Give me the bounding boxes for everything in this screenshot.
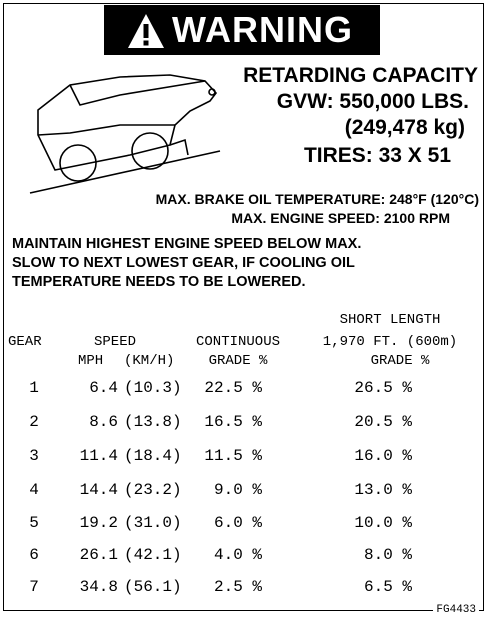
short-grade-cell: 13.0 % [354, 481, 412, 499]
mph-cell: 14.4 [80, 481, 118, 499]
gear-cell: 7 [29, 578, 39, 596]
column-header: CONTINUOUS [196, 334, 280, 350]
gvw: GVW: 550,000 LBS. [277, 90, 469, 114]
kmh-cell: (56.1) [124, 578, 182, 596]
continuous-grade-cell: 4.0 % [214, 546, 262, 564]
mph-cell: 11.4 [80, 447, 118, 465]
kmh-cell: (10.3) [124, 379, 182, 397]
figure-code: FG4433 [433, 604, 479, 616]
kmh-cell: (13.8) [124, 413, 182, 431]
brake-oil-temp: MAX. BRAKE OIL TEMPERATURE: 248°F (120°C… [156, 191, 479, 207]
short-grade-cell: 6.5 % [364, 578, 412, 596]
gear-cell: 3 [29, 447, 39, 465]
warning-title: WARNING [172, 9, 353, 51]
warning-banner: WARNING [104, 5, 380, 55]
gvw-metric: (249,478 kg) [345, 116, 465, 140]
column-header: 1,970 FT. (600m) [323, 334, 457, 350]
short-grade-cell: 16.0 % [354, 447, 412, 465]
gear-cell: 4 [29, 481, 39, 499]
kmh-cell: (31.0) [124, 514, 182, 532]
continuous-grade-cell: 9.0 % [214, 481, 262, 499]
kmh-cell: (18.4) [124, 447, 182, 465]
mph-cell: 34.8 [80, 578, 118, 596]
column-header: SHORT LENGTH [340, 312, 441, 328]
short-grade-cell: 20.5 % [354, 413, 412, 431]
continuous-grade-cell: 11.5 % [204, 447, 262, 465]
tires: TIRES: 33 X 51 [304, 144, 451, 168]
instruction-line: TEMPERATURE NEEDS TO BE LOWERED. [12, 274, 306, 290]
instruction-line: SLOW TO NEXT LOWEST GEAR, IF COOLING OIL [12, 255, 355, 271]
engine-speed: MAX. ENGINE SPEED: 2100 RPM [231, 210, 450, 226]
gear-cell: 2 [29, 413, 39, 431]
column-header: (KM/H) [124, 353, 174, 369]
mph-cell: 8.6 [89, 413, 118, 431]
column-header: GRADE % [209, 353, 268, 369]
gear-cell: 6 [29, 546, 39, 564]
warning-label: WARNING RETARDING CAPACITY GVW: 550,000 … [0, 0, 487, 618]
truck-drawing [10, 55, 240, 205]
gear-cell: 1 [29, 379, 39, 397]
kmh-cell: (23.2) [124, 481, 182, 499]
short-grade-cell: 8.0 % [364, 546, 412, 564]
gear-cell: 5 [29, 514, 39, 532]
continuous-grade-cell: 22.5 % [204, 379, 262, 397]
capacity-heading: RETARDING CAPACITY [243, 64, 478, 88]
instruction-line: MAINTAIN HIGHEST ENGINE SPEED BELOW MAX. [12, 236, 361, 252]
continuous-grade-cell: 16.5 % [204, 413, 262, 431]
kmh-cell: (42.1) [124, 546, 182, 564]
short-grade-cell: 10.0 % [354, 514, 412, 532]
column-header: SPEED [94, 334, 136, 350]
mph-cell: 26.1 [80, 546, 118, 564]
short-grade-cell: 26.5 % [354, 379, 412, 397]
continuous-grade-cell: 2.5 % [214, 578, 262, 596]
mph-cell: 6.4 [89, 379, 118, 397]
continuous-grade-cell: 6.0 % [214, 514, 262, 532]
column-header: GRADE % [371, 353, 430, 369]
column-header: MPH [78, 353, 103, 369]
warning-icon [126, 11, 166, 51]
column-header: GEAR [8, 334, 42, 350]
mph-cell: 19.2 [80, 514, 118, 532]
